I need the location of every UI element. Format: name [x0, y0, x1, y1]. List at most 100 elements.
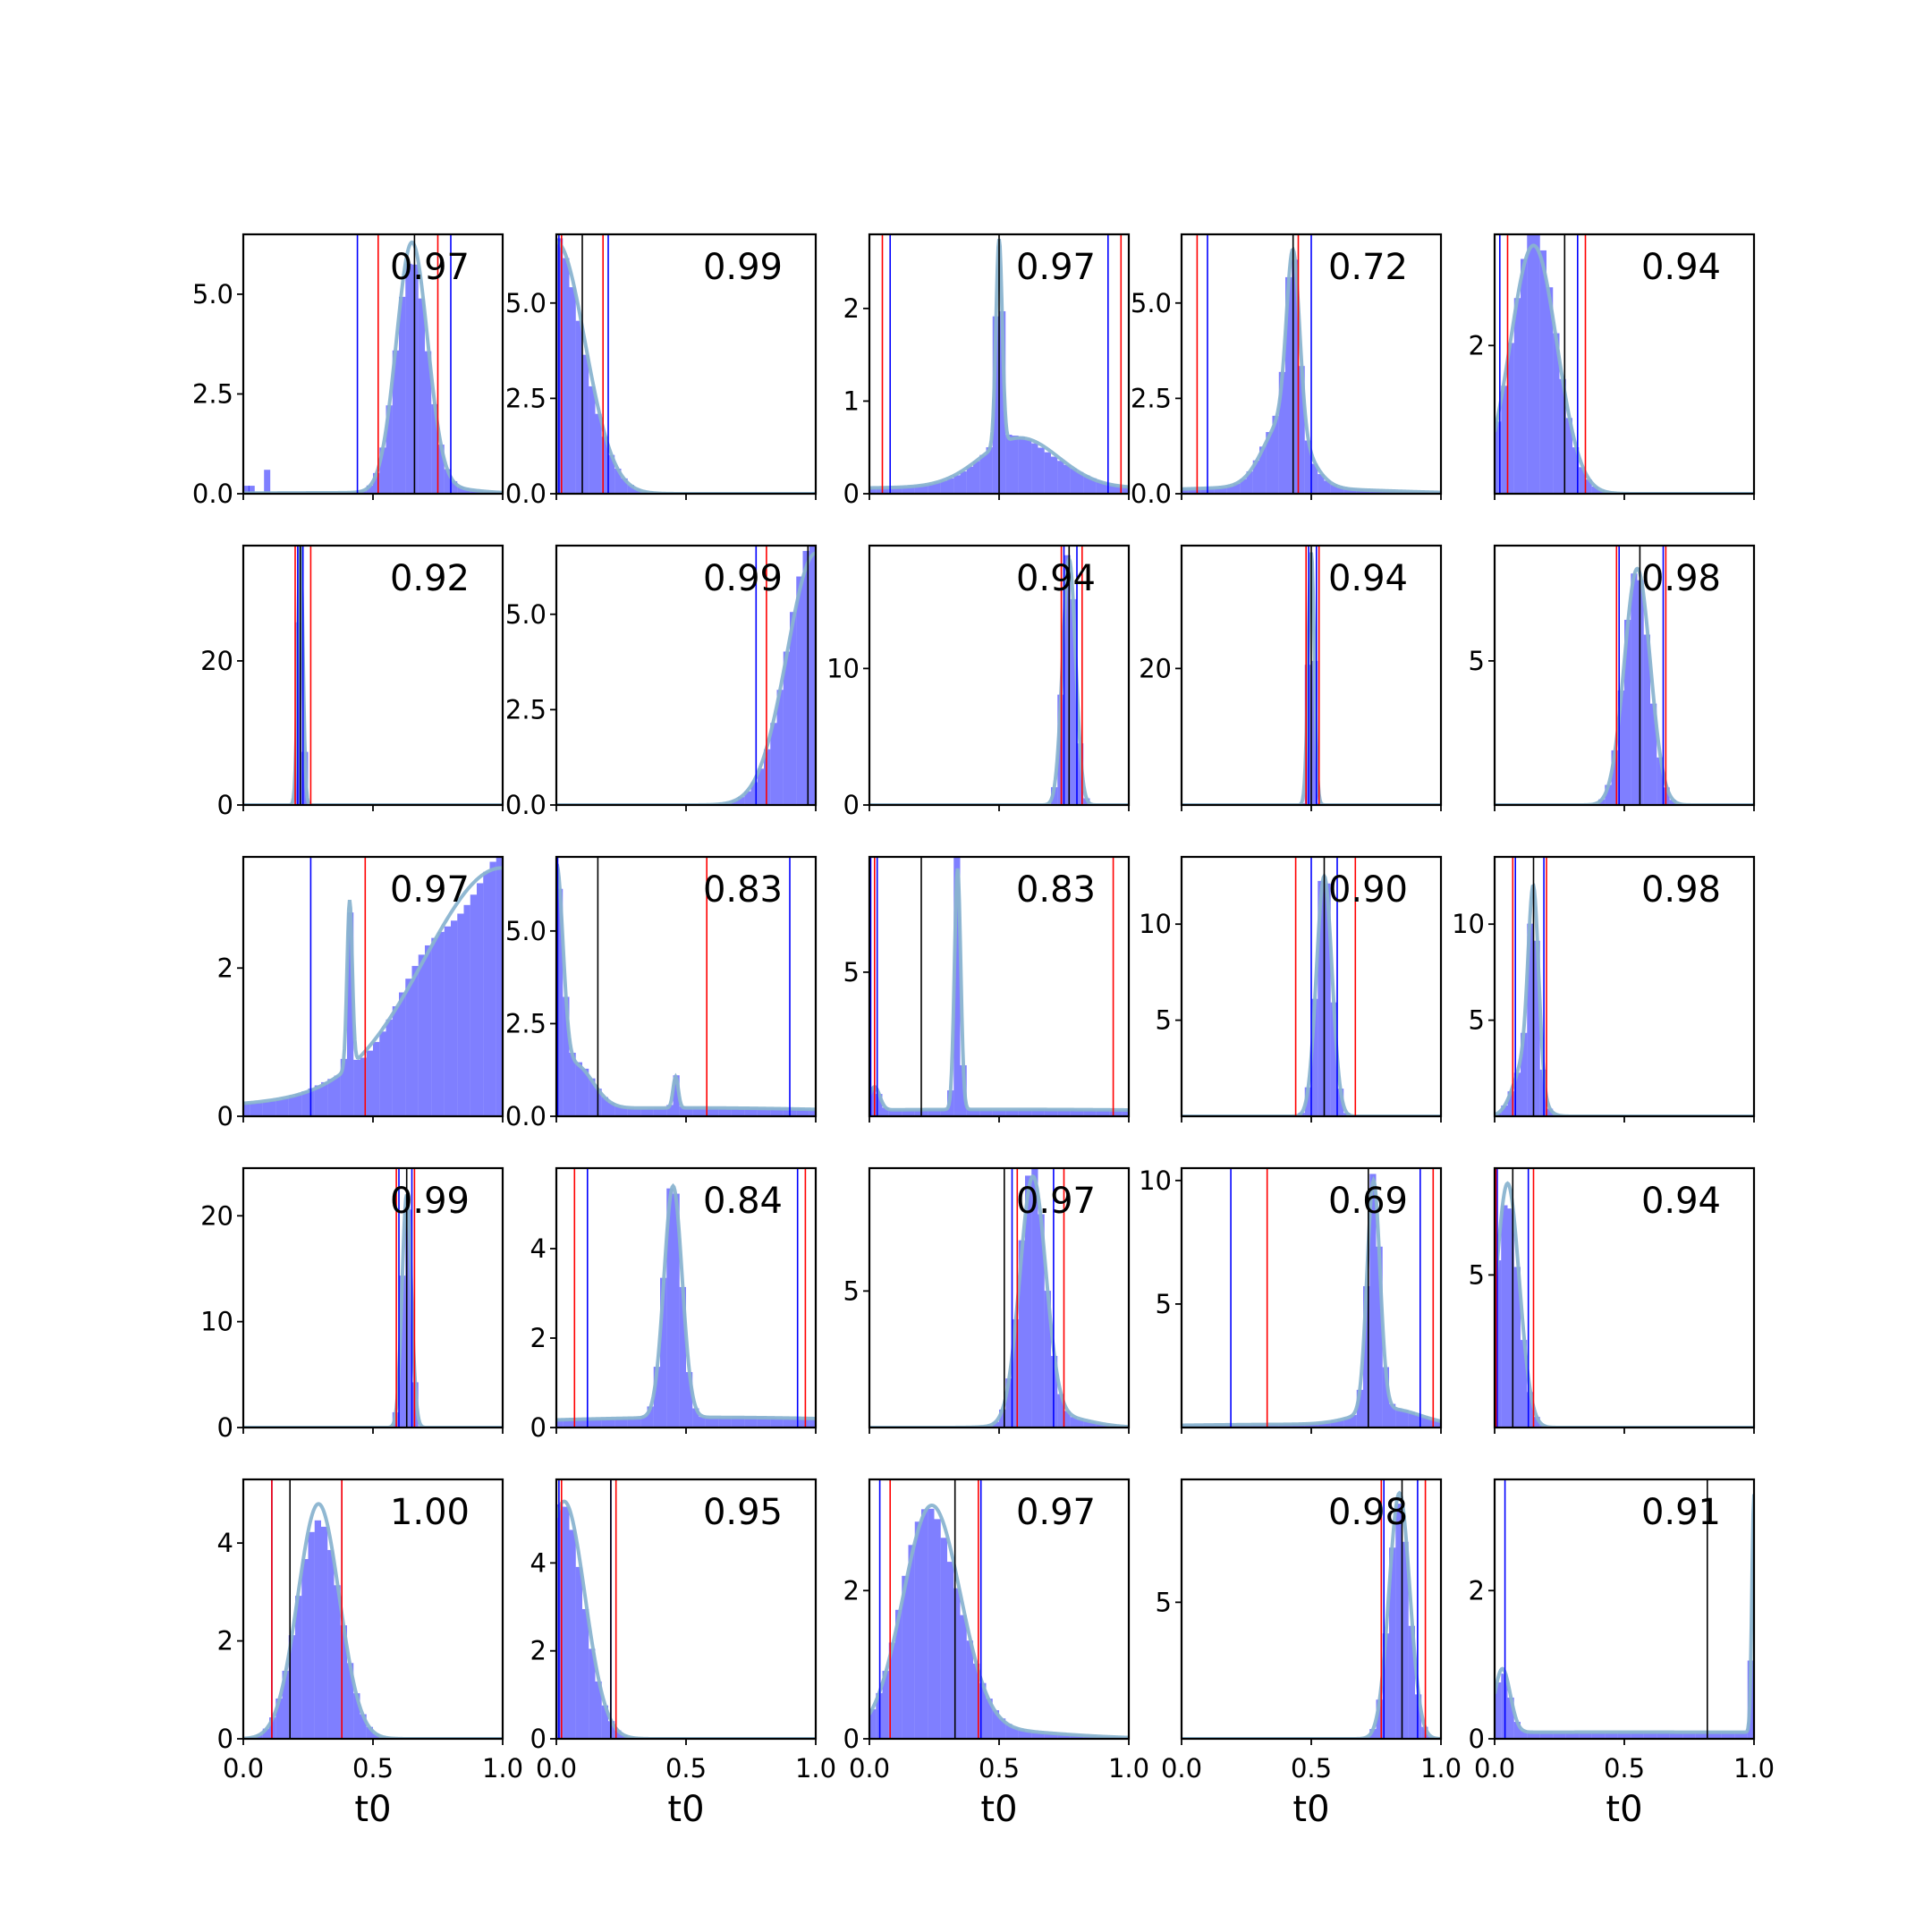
- hist-bar: [679, 1106, 686, 1116]
- hist-bar: [327, 1079, 335, 1116]
- y-tick-label: 5: [1156, 1587, 1172, 1617]
- hist-bar: [1501, 1105, 1508, 1116]
- x-tick-label: 0.0: [223, 1753, 264, 1784]
- hist-bar: [1591, 487, 1598, 494]
- hist-bar: [627, 1418, 634, 1428]
- hist-bar: [1031, 1168, 1038, 1428]
- hist-bar: [888, 1642, 895, 1739]
- subplot-0-4: 20.94: [1469, 233, 1756, 500]
- hist-bar: [1115, 1109, 1123, 1116]
- plot-area: [1495, 546, 1754, 805]
- hist-bar: [1408, 1412, 1415, 1428]
- hist-bar: [1070, 1109, 1077, 1116]
- hist-bar: [1330, 1421, 1337, 1428]
- hist-bar: [314, 1520, 321, 1739]
- hist-bar: [1495, 1682, 1502, 1739]
- x-tick-label: 0.0: [849, 1753, 890, 1784]
- hist-bar: [999, 310, 1006, 494]
- plot-area: [1182, 857, 1441, 1116]
- hist-bar: [1025, 439, 1032, 494]
- hist-bar: [621, 478, 628, 494]
- y-tick-label: 2.5: [192, 378, 233, 409]
- hist-bar: [647, 1406, 654, 1428]
- hist-bar: [1122, 1109, 1129, 1116]
- hist-bar: [1591, 1732, 1598, 1739]
- hist-bar: [1702, 1732, 1709, 1739]
- plot-area: [243, 546, 503, 805]
- y-tick-label: 4: [530, 1233, 547, 1264]
- hist-bar: [1240, 479, 1247, 494]
- hist-bar: [750, 782, 758, 805]
- plot-area: [869, 857, 1129, 1116]
- kde-line: [556, 1499, 816, 1739]
- hist-bar: [1083, 1110, 1090, 1116]
- plot-area: [1495, 1479, 1754, 1739]
- hist-bar: [431, 403, 438, 494]
- hist-bar: [666, 1105, 674, 1116]
- hist-bar: [366, 1726, 373, 1739]
- hist-bar: [1115, 486, 1123, 494]
- hist-bar: [1507, 1091, 1514, 1116]
- hist-bar: [986, 447, 993, 494]
- hist-bar: [869, 1087, 877, 1116]
- hist-bar: [1637, 1732, 1644, 1739]
- hist-bar: [908, 1545, 915, 1739]
- hist-bar: [582, 1419, 589, 1428]
- hist-bar: [1421, 1417, 1428, 1428]
- x-axis-label: t0: [1606, 1789, 1642, 1830]
- hist-bar: [973, 461, 980, 494]
- y-tick-label: 2: [530, 1636, 547, 1666]
- subplot-2-2: 50.83: [843, 855, 1131, 1123]
- hist-bar: [1077, 743, 1084, 805]
- subplot-4-0: 0 2 4 0.0 0.5 1.0 t0 1.00: [217, 1478, 523, 1830]
- hist-bar: [1031, 1109, 1038, 1116]
- hist-bar: [1278, 371, 1285, 494]
- y-tick-label: 2: [1469, 330, 1485, 360]
- hist-bar: [869, 487, 877, 494]
- hist-bar: [489, 861, 496, 1116]
- hist-bar: [1220, 487, 1227, 494]
- hist-bar: [1650, 1732, 1657, 1739]
- hist-bar: [679, 1286, 686, 1428]
- hist-bar: [1012, 1319, 1019, 1428]
- x-tick-label: 0.5: [665, 1753, 707, 1784]
- hist-bar: [563, 996, 570, 1116]
- hist-bar: [601, 436, 608, 494]
- hist-bar: [608, 454, 615, 494]
- x-tick-label: 1.0: [1420, 1753, 1462, 1784]
- subplot-4-4: 0 2 0.0 0.5 1.0 t0 0.91: [1469, 1478, 1775, 1830]
- hist-bar: [1369, 1174, 1377, 1428]
- hist-bar: [1495, 421, 1502, 494]
- hist-bar: [1051, 1108, 1058, 1116]
- y-tick-label: 0: [843, 479, 860, 509]
- hist-bar: [1631, 1732, 1638, 1739]
- hist-bar: [934, 1519, 941, 1739]
- hist-bar: [634, 1108, 641, 1116]
- hist-bar: [908, 1110, 915, 1116]
- hist-bar: [1298, 366, 1305, 494]
- hist-bar: [750, 1417, 758, 1428]
- subplot-0-3: 0.0 2.5 5.0 0.72: [1131, 233, 1443, 509]
- hist-bar: [902, 1575, 909, 1739]
- hist-bar: [895, 487, 902, 494]
- hist-bar: [724, 1417, 732, 1428]
- hist-bar: [589, 386, 596, 494]
- hist-bar: [589, 1078, 596, 1116]
- hist-bar: [386, 405, 393, 494]
- score-annotation: 0.98: [1641, 869, 1721, 911]
- hist-bar: [1657, 757, 1664, 805]
- hist-bar: [1553, 333, 1560, 494]
- hist-bar: [895, 1609, 902, 1739]
- hist-bar: [575, 1419, 582, 1428]
- score-annotation: 0.97: [1016, 1181, 1096, 1222]
- hist-bar: [731, 1108, 738, 1116]
- hist-bar: [1057, 461, 1064, 494]
- hist-bar: [1533, 234, 1540, 494]
- hist-bar: [1350, 488, 1357, 494]
- y-tick-label: 10: [1139, 909, 1172, 939]
- hist-bar: [457, 486, 464, 494]
- hist-bar: [589, 1419, 596, 1428]
- hist-bar: [796, 1419, 803, 1428]
- hist-bar: [1285, 276, 1292, 494]
- y-tick-label: 2: [843, 293, 860, 324]
